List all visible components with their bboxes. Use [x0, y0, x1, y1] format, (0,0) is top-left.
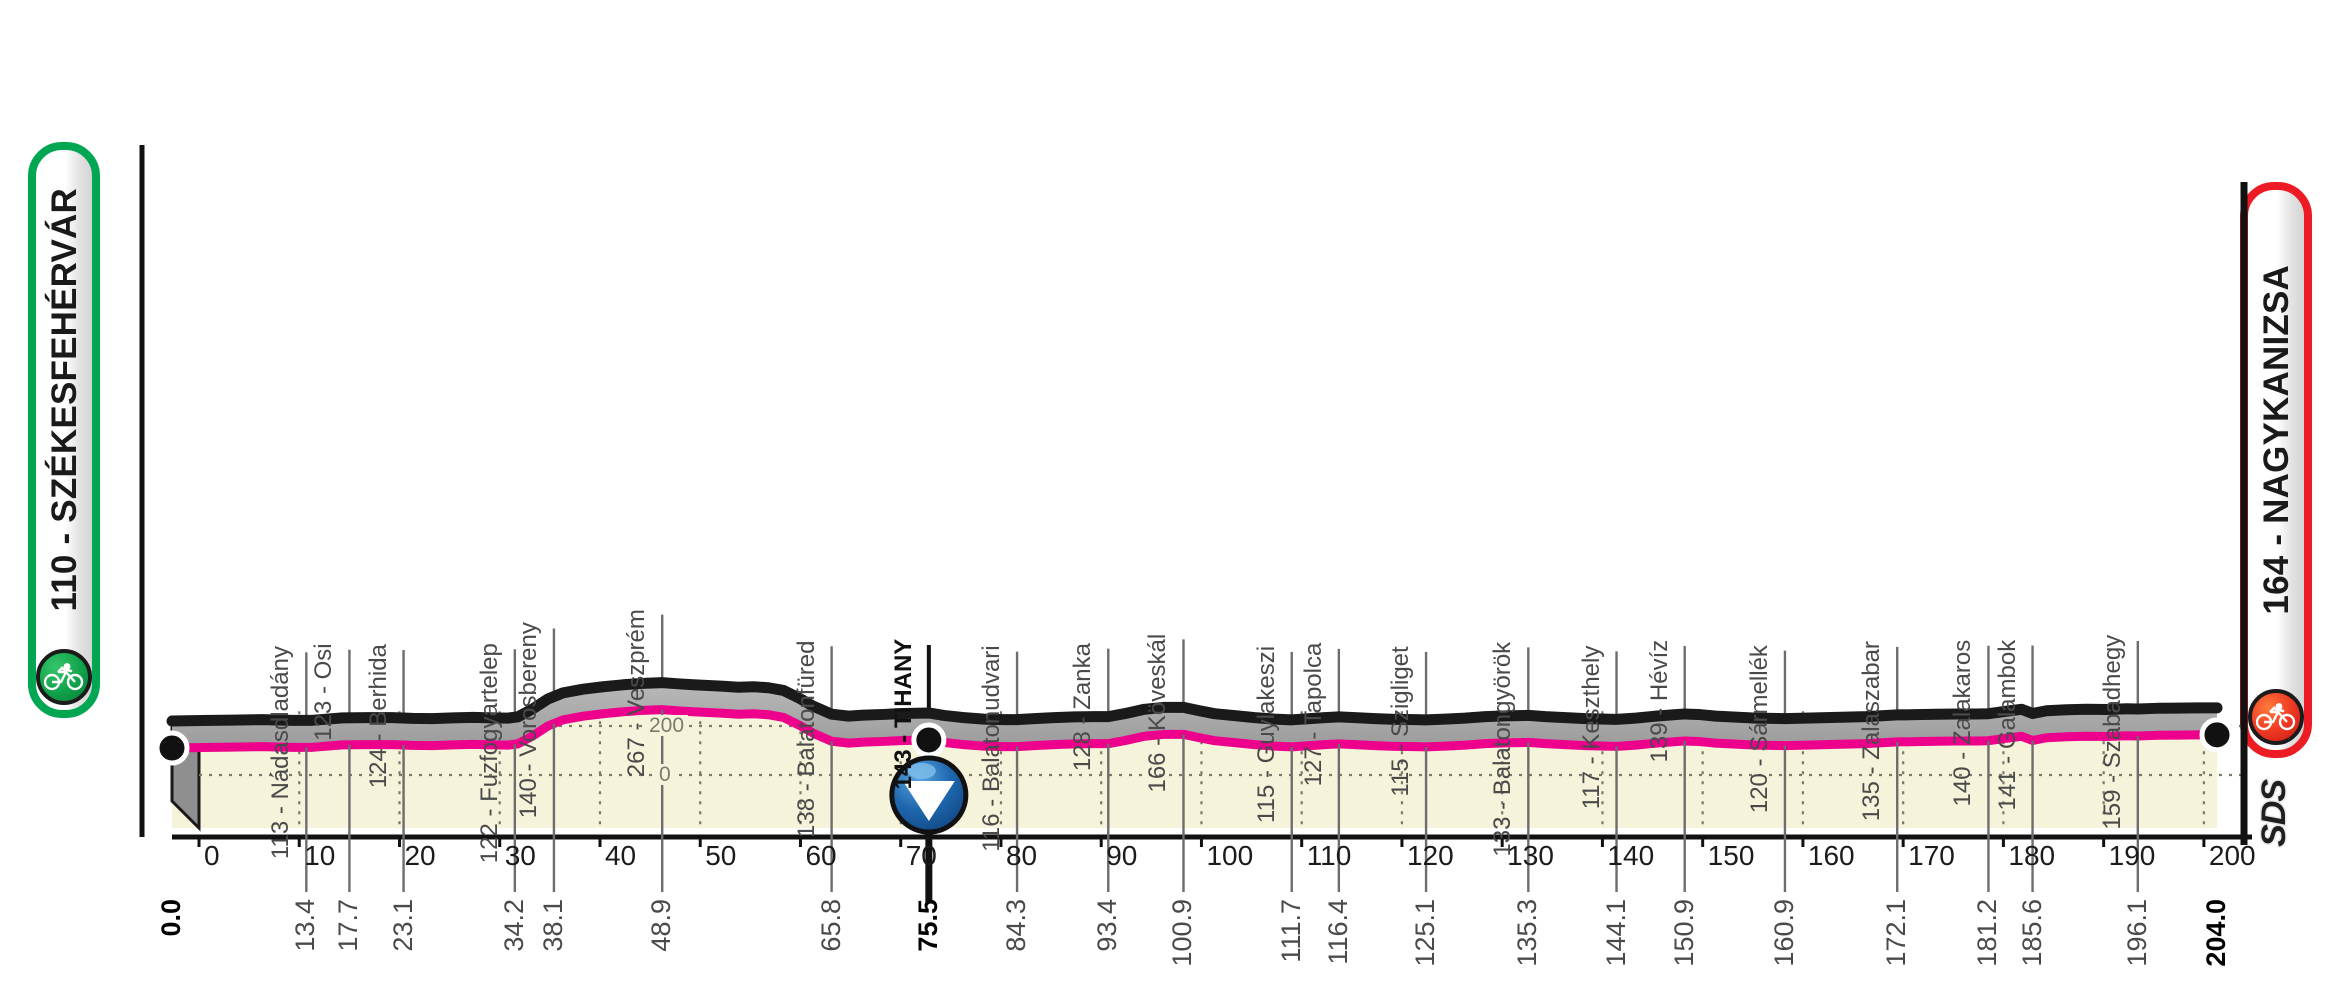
distance-label: 34.2: [498, 899, 529, 952]
distance-label: 48.9: [646, 899, 677, 952]
town-label: 159 - Szabadhegy: [2098, 635, 2126, 830]
x-axis-tick-label: 90: [1106, 840, 1138, 871]
distance-label: 17.7: [333, 899, 364, 952]
distance-label: 65.8: [815, 899, 846, 952]
x-axis-tick-label: 20: [404, 840, 436, 871]
town-label: 113 - Nádasdladány: [267, 646, 295, 860]
town-label: 140 - Zalakaros: [1949, 639, 1977, 807]
town-label: 128 - Zanka: [1069, 642, 1097, 771]
x-axis-tick-label: 150: [1707, 840, 1755, 871]
town-label: 124 - Berhida: [364, 644, 392, 789]
town-label: 135 - Zalaszabar: [1858, 640, 1886, 822]
elevation-gridline-label: 0: [655, 764, 675, 785]
town-label: 116 - Balatonudvari: [978, 645, 1006, 852]
town-label: 133 - Balatongyörök: [1489, 641, 1517, 857]
town-label: 115 - Szigliget: [1387, 645, 1415, 797]
distance-label: 75.5: [912, 899, 943, 952]
cyclist-icon: [36, 649, 92, 705]
distance-label: 100.9: [1167, 899, 1198, 967]
start-badge[interactable]: 110 - SZÉKESFEHÉRVÁR: [28, 142, 100, 718]
distance-label: 172.1: [1881, 899, 1912, 967]
town-label: 141 - Galambok: [1993, 639, 2021, 811]
x-axis-tick-label: 190: [2108, 840, 2156, 871]
elevation-gridline-label: 200: [645, 715, 689, 736]
town-label: 120 - Sármellék: [1745, 644, 1773, 813]
course-markers[interactable]: [154, 717, 2235, 902]
x-axis-tick-label: 50: [705, 840, 737, 871]
distance-label: 196.1: [2121, 899, 2152, 967]
x-axis-tick-label: 60: [805, 840, 837, 871]
x-axis-tick-label: 10: [304, 840, 336, 871]
town-label: 267 - Veszprém: [623, 608, 651, 777]
x-axis: [139, 145, 2252, 892]
x-axis-tick-label: 180: [2008, 840, 2056, 871]
x-axis-tick-label: 30: [504, 840, 536, 871]
distance-label: 181.2: [1972, 899, 2003, 967]
distance-label: 84.3: [1001, 899, 1032, 952]
distance-label: 116.4: [1322, 899, 1353, 965]
x-axis-tick-label: 160: [1807, 840, 1855, 871]
distance-label: 135.3: [1512, 899, 1543, 967]
town-label: 127 - Tapolca: [1299, 642, 1327, 787]
distance-label: 150.9: [1668, 899, 1699, 967]
x-axis-tick-label: 70: [905, 840, 937, 871]
distance-label: 144.1: [1600, 899, 1631, 967]
town-label: 143 - TIHANY: [889, 638, 917, 790]
distance-label: 125.1: [1410, 899, 1441, 967]
town-label: 138 - Balatonfüred: [792, 640, 820, 838]
profile-top-edge: [166, 677, 2223, 727]
x-axis-tick-label: 40: [604, 840, 637, 871]
x-axis-tick-label: 80: [1005, 840, 1038, 871]
x-axis-tick-label: 170: [1908, 840, 1955, 871]
distance-label: 0.0: [156, 899, 186, 937]
town-stem-lines: [305, 614, 2140, 717]
town-label: 122 - Fuzfogyartelep: [475, 643, 503, 864]
x-axis-tick-label: 0: [204, 840, 220, 871]
distance-label: 93.4: [1092, 899, 1123, 952]
distance-label: 38.1: [537, 899, 568, 952]
distance-label: 13.4: [290, 899, 321, 952]
distance-label: 111.7: [1275, 899, 1306, 963]
cyclist-icon: [2248, 689, 2304, 745]
x-axis-tick-label: 110: [1306, 840, 1352, 871]
profile-side-face: [172, 682, 2217, 749]
x-axis-tick-label: 130: [1507, 840, 1554, 871]
town-label: 115 - Guylakeszi: [1252, 645, 1280, 823]
town-label: 123 - Osi: [310, 643, 338, 742]
distance-label: 23.1: [387, 899, 418, 952]
x-axis-tick-label: 140: [1607, 840, 1655, 871]
town-label: 117 - Keszthely: [1577, 645, 1605, 809]
distance-label: 185.6: [2016, 899, 2047, 967]
distance-label: 204.0: [2201, 899, 2231, 967]
town-label: 139 - Hévíz: [1645, 639, 1673, 763]
town-label: 166 - Köveskál: [1144, 633, 1172, 793]
distance-label: 160.9: [1768, 899, 1799, 967]
x-axis-tick-label: 100: [1206, 840, 1254, 871]
x-axis-tick-label: 200: [2208, 840, 2256, 871]
x-axis-tick-label: 120: [1406, 840, 1454, 871]
town-label: 140 - Vorosbereny: [514, 622, 542, 819]
